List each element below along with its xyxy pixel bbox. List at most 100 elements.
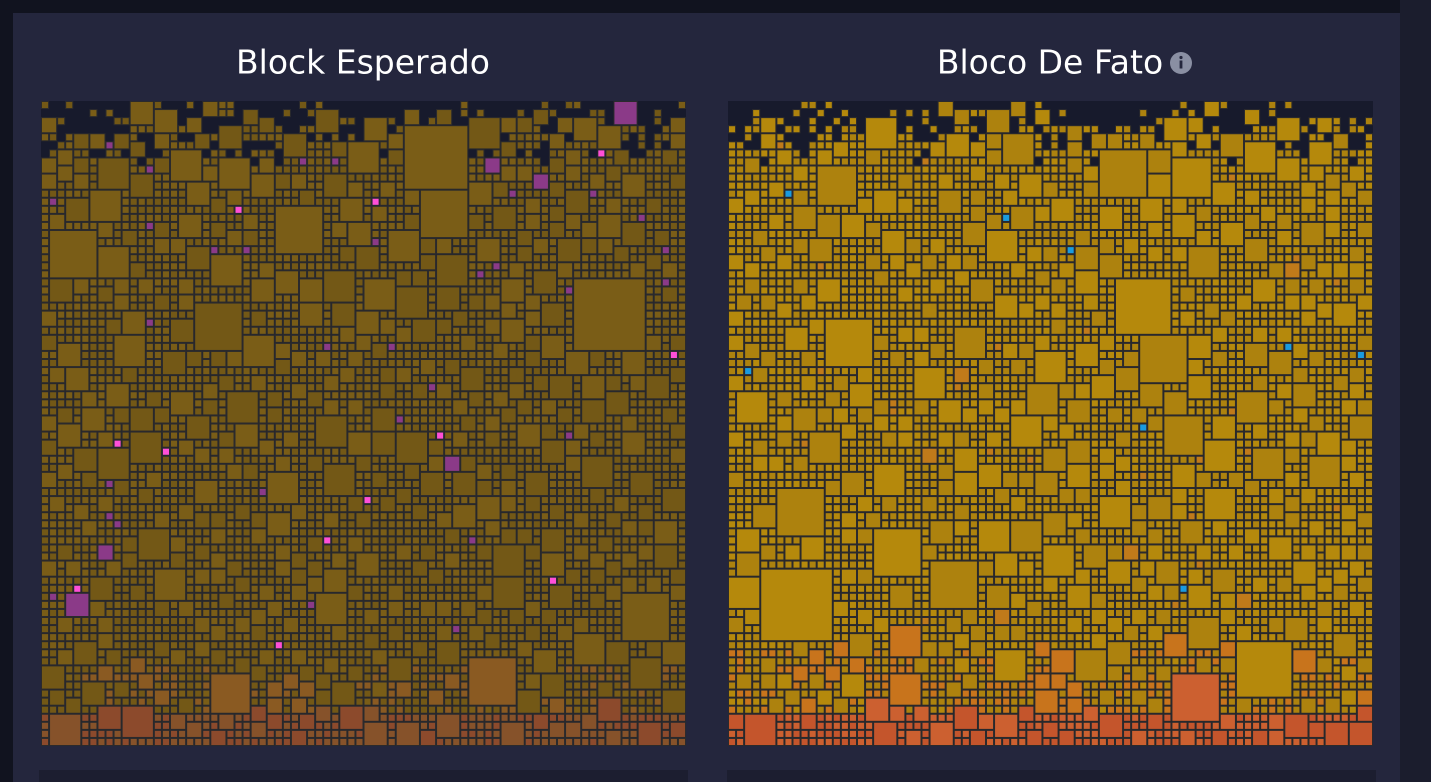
tile[interactable] (161, 479, 171, 489)
tile[interactable] (897, 520, 906, 529)
tile[interactable] (218, 479, 227, 489)
tile[interactable] (840, 625, 849, 634)
tile[interactable] (323, 238, 332, 247)
tile[interactable] (953, 705, 978, 730)
tile[interactable] (129, 584, 146, 601)
tile[interactable] (1123, 592, 1132, 601)
tile[interactable] (1090, 737, 1099, 747)
tile[interactable] (1284, 568, 1293, 577)
tile[interactable] (661, 576, 670, 585)
tile[interactable] (403, 125, 469, 190)
tile[interactable] (436, 552, 445, 561)
tile[interactable] (776, 641, 785, 650)
tile[interactable] (1002, 689, 1011, 698)
tile[interactable] (784, 737, 793, 747)
tile[interactable] (784, 657, 793, 666)
tile[interactable] (186, 246, 211, 271)
tile[interactable] (250, 560, 259, 569)
tile[interactable] (468, 649, 477, 658)
tile[interactable] (428, 705, 437, 714)
tile[interactable] (913, 471, 922, 480)
tile[interactable] (113, 617, 122, 626)
tile[interactable] (153, 641, 171, 658)
tile[interactable] (460, 560, 469, 569)
tile[interactable] (121, 189, 130, 198)
tile[interactable] (953, 697, 962, 706)
tile[interactable] (565, 326, 574, 335)
tile[interactable] (363, 649, 372, 658)
tile[interactable] (1018, 721, 1027, 730)
tile[interactable] (371, 504, 380, 513)
tile[interactable] (1163, 544, 1172, 553)
tile[interactable] (1147, 625, 1164, 642)
tile[interactable] (290, 165, 300, 174)
tile[interactable] (524, 294, 541, 311)
tile[interactable] (1356, 463, 1365, 472)
tile[interactable] (1042, 617, 1051, 626)
tile[interactable] (57, 342, 82, 368)
tile[interactable] (677, 270, 687, 279)
tile[interactable] (516, 657, 525, 666)
tile[interactable] (379, 141, 388, 150)
tile[interactable] (832, 657, 841, 666)
tile[interactable] (792, 705, 801, 714)
tile[interactable] (153, 350, 162, 360)
tile[interactable] (411, 576, 420, 585)
tile[interactable] (629, 213, 638, 222)
tile[interactable] (137, 520, 146, 529)
tile[interactable] (653, 213, 662, 222)
tile[interactable] (41, 294, 50, 303)
tile[interactable] (977, 439, 987, 448)
tile[interactable] (661, 359, 670, 368)
tile[interactable] (929, 471, 938, 480)
tile[interactable] (913, 431, 922, 440)
tile[interactable] (516, 689, 541, 714)
tile[interactable] (857, 439, 866, 448)
tile[interactable] (945, 713, 954, 722)
tile[interactable] (977, 689, 987, 698)
tile[interactable] (242, 230, 259, 247)
tile[interactable] (387, 544, 396, 553)
tile[interactable] (145, 230, 154, 239)
tile[interactable] (1123, 625, 1140, 642)
tile[interactable] (597, 617, 606, 626)
tile[interactable] (613, 350, 622, 360)
tile[interactable] (848, 447, 858, 456)
tile[interactable] (557, 423, 566, 432)
tile[interactable] (137, 399, 146, 408)
tile[interactable] (613, 246, 630, 263)
tile[interactable] (516, 246, 533, 263)
tile[interactable] (1356, 657, 1374, 674)
tile[interactable] (476, 359, 485, 368)
tile[interactable] (170, 528, 179, 537)
tile[interactable] (476, 423, 485, 432)
tile[interactable] (1042, 625, 1051, 634)
tile[interactable] (1155, 488, 1164, 497)
tile[interactable] (1010, 697, 1019, 706)
tile[interactable] (945, 657, 954, 666)
tile[interactable] (468, 238, 477, 247)
tile[interactable] (986, 608, 995, 618)
tile[interactable] (848, 592, 858, 601)
tile[interactable] (387, 512, 396, 521)
tile[interactable] (436, 109, 453, 126)
tile[interactable] (613, 552, 622, 561)
tile[interactable] (613, 479, 622, 489)
tile[interactable] (589, 584, 598, 593)
tile[interactable] (573, 423, 590, 440)
tile[interactable] (557, 649, 566, 658)
tile[interactable] (194, 383, 203, 392)
tile[interactable] (977, 592, 987, 601)
tile[interactable] (242, 560, 251, 569)
tile[interactable] (307, 479, 316, 489)
tile[interactable] (508, 254, 517, 263)
tile[interactable] (613, 471, 622, 480)
tile[interactable] (589, 165, 598, 174)
tile[interactable] (234, 536, 243, 545)
tile[interactable] (113, 496, 122, 505)
tile[interactable] (621, 681, 630, 690)
tile[interactable] (832, 520, 841, 529)
tile[interactable] (339, 197, 364, 222)
tile[interactable] (1090, 633, 1107, 650)
tile[interactable] (784, 665, 793, 674)
